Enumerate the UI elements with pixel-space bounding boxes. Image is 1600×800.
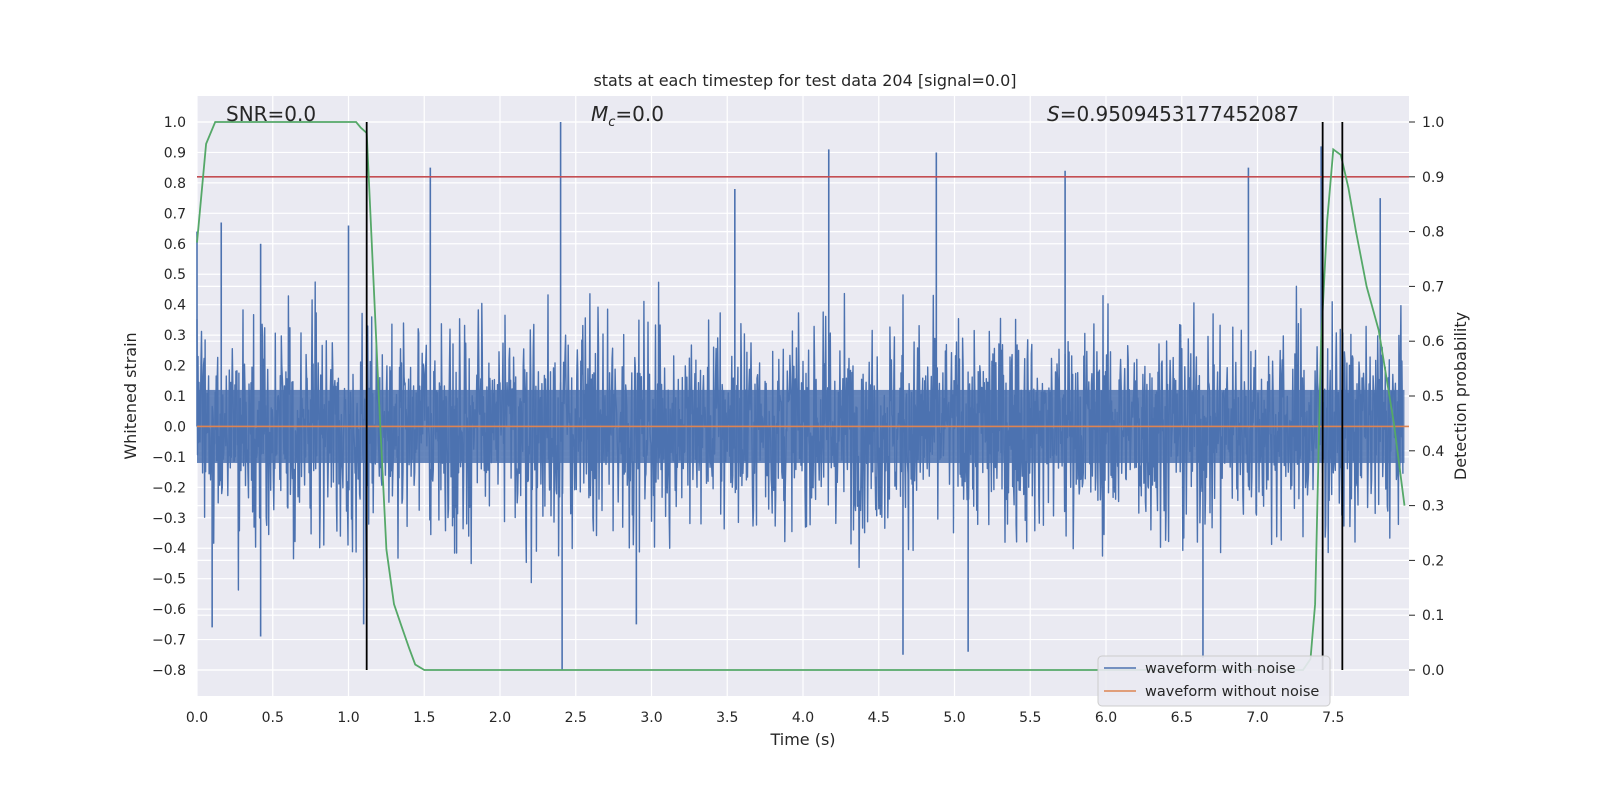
chirp-mass-value: =0.0 bbox=[615, 102, 664, 126]
legend: waveform with noise waveform without noi… bbox=[1097, 655, 1331, 707]
y-tick-label: −0.1 bbox=[152, 450, 186, 466]
legend-box bbox=[1097, 655, 1331, 707]
y-tick-label: −0.6 bbox=[152, 602, 186, 618]
x-tick-label: 2.5 bbox=[565, 710, 587, 726]
x-tick-label: 0.5 bbox=[262, 710, 284, 726]
y-tick-labels: −0.8 −0.7 −0.6 −0.5 −0.4 −0.3 −0.2 −0.1 0.0 0.1 0.… bbox=[152, 115, 186, 679]
y-tick-label: 0.3 bbox=[164, 328, 186, 344]
y-tick-label: −0.7 bbox=[152, 633, 186, 649]
y-axis-label: Whitened strain bbox=[121, 332, 140, 459]
y-tick-label: 1.0 bbox=[164, 115, 186, 131]
legend-entry-noise: waveform with noise bbox=[1145, 661, 1296, 677]
y2-tick-label: 0.6 bbox=[1422, 334, 1444, 350]
y2-tick-label: 0.8 bbox=[1422, 225, 1444, 241]
x-tick-label: 5.0 bbox=[943, 710, 965, 726]
y2-tick-label: 0.4 bbox=[1422, 444, 1444, 460]
x-tick-label: 1.0 bbox=[337, 710, 359, 726]
series-lines bbox=[196, 121, 1409, 671]
s-symbol: S bbox=[1047, 102, 1060, 126]
s-annotation: S=0.9509453177452087 bbox=[1047, 102, 1299, 126]
y-tick-label: 0.7 bbox=[164, 206, 186, 222]
x-tick-label: 6.0 bbox=[1095, 710, 1117, 726]
x-tick-label: 0.0 bbox=[186, 710, 208, 726]
y-tick-label: 0.9 bbox=[164, 145, 186, 161]
y2-tick-label: 0.1 bbox=[1422, 608, 1444, 624]
y-tick-label: 0.6 bbox=[164, 237, 186, 253]
y-tick-label: 0.0 bbox=[164, 419, 186, 435]
y2-axis-label: Detection probability bbox=[1451, 312, 1470, 480]
snr-annotation: SNR=0.0 bbox=[226, 102, 316, 126]
y2-tick-label: 0.2 bbox=[1422, 553, 1444, 569]
x-tick-label: 2.0 bbox=[489, 710, 511, 726]
x-tick-label: 4.5 bbox=[868, 710, 890, 726]
detection-probability-line bbox=[196, 121, 1406, 671]
x-tick-label: 4.0 bbox=[792, 710, 814, 726]
y-tick-label: −0.3 bbox=[152, 511, 186, 527]
y-tick-label: 0.2 bbox=[164, 359, 186, 375]
y2-tick-label: 0.9 bbox=[1422, 170, 1444, 186]
y2-tick-label: 0.0 bbox=[1422, 663, 1444, 679]
y2-tick-label: 1.0 bbox=[1422, 115, 1444, 131]
y2-tick-labels: 0.0 0.1 0.2 0.3 0.4 0.5 0.6 0.7 0.8 0.9 1.0 bbox=[1409, 115, 1444, 679]
x-tick-label: 3.0 bbox=[640, 710, 662, 726]
x-tick-label: 7.0 bbox=[1246, 710, 1268, 726]
y2-tick-label: 0.5 bbox=[1422, 389, 1444, 405]
y-tick-label: −0.2 bbox=[152, 480, 186, 496]
chart-title: stats at each timestep for test data 204… bbox=[593, 71, 1016, 90]
chirp-mass-annotation: Mc=0.0 bbox=[591, 102, 664, 130]
chirp-mass-symbol: M bbox=[591, 102, 608, 126]
y-tick-label: −0.8 bbox=[152, 663, 186, 679]
x-tick-label: 6.5 bbox=[1171, 710, 1193, 726]
y2-tick-label: 0.3 bbox=[1422, 499, 1444, 515]
chirp-mass-subscript: c bbox=[608, 115, 615, 130]
y-tick-label: −0.5 bbox=[152, 572, 186, 588]
y-tick-label: −0.4 bbox=[152, 541, 186, 557]
y2-tick-label: 0.7 bbox=[1422, 279, 1444, 295]
y-tick-label: 0.5 bbox=[164, 267, 186, 283]
x-tick-labels: 0.0 0.5 1.0 1.5 2.0 2.5 3.0 3.5 4.0 4.5 5.0 5.5 6.0 6… bbox=[186, 710, 1345, 726]
y-tick-label: 0.4 bbox=[164, 298, 186, 314]
x-tick-label: 7.5 bbox=[1322, 710, 1344, 726]
s-value: =0.9509453177452087 bbox=[1060, 102, 1299, 126]
x-tick-label: 1.5 bbox=[413, 710, 435, 726]
y-tick-label: 0.8 bbox=[164, 176, 186, 192]
x-tick-label: 3.5 bbox=[716, 710, 738, 726]
legend-entry-clean: waveform without noise bbox=[1145, 684, 1319, 700]
x-axis-label: Time (s) bbox=[769, 730, 835, 749]
y-tick-label: 0.1 bbox=[164, 389, 186, 405]
x-tick-label: 5.5 bbox=[1019, 710, 1041, 726]
